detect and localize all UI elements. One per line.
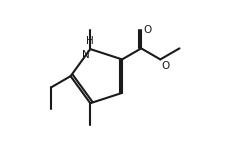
Text: H: H (86, 36, 94, 46)
Text: O: O (162, 61, 170, 71)
Text: O: O (143, 25, 151, 35)
Text: N: N (82, 50, 89, 60)
